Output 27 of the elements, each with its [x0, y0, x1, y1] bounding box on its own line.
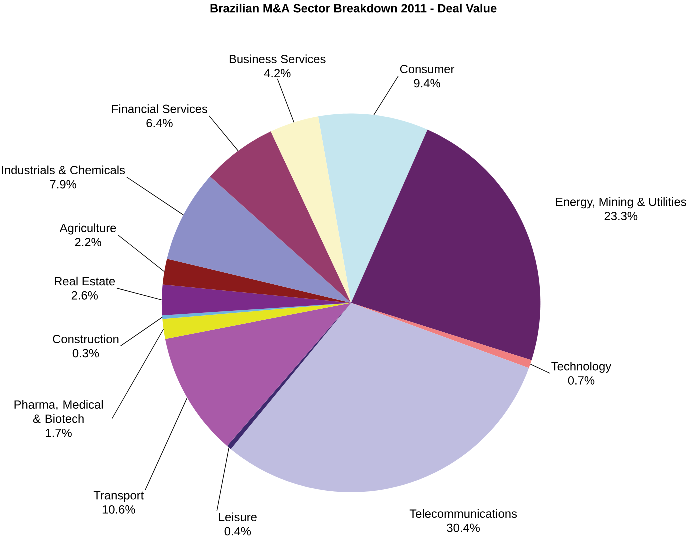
- slice-label: Pharma, Medical & Biotech: [14, 400, 103, 424]
- slice-label: Telecommunications: [410, 509, 518, 518]
- data-label: 1.7%: [46, 429, 72, 438]
- data-label: 7.9%: [50, 180, 76, 189]
- slice-label: Agriculture: [60, 224, 116, 235]
- data-label: 4.2%: [264, 69, 291, 78]
- data-label: 30.4%: [447, 524, 480, 532]
- data-label: 0.7%: [568, 376, 595, 385]
- data-label: 6.4%: [146, 119, 173, 128]
- data-label: 0.3%: [72, 349, 100, 358]
- slice-label: Transport: [94, 492, 144, 502]
- data-label: 9.4%: [414, 79, 440, 88]
- slice-label: Real Estate: [55, 277, 116, 286]
- slice-label: Consumer: [400, 65, 455, 74]
- slice-label: Leisure: [219, 512, 257, 522]
- slice-label: Business Services: [230, 54, 326, 64]
- data-label: 23.3%: [604, 212, 638, 221]
- slice-label: Construction: [53, 334, 119, 344]
- data-label: 2.6%: [72, 292, 98, 300]
- slice-label: Technology: [552, 362, 612, 374]
- data-label: 0.4%: [224, 527, 252, 536]
- data-label: 2.2%: [75, 238, 102, 247]
- chart-title: Brazilian M&A Sector Breakdown 2011 - Deal Value: [210, 4, 497, 13]
- data-label: 10.6%: [102, 506, 136, 514]
- slice-label: Energy, Mining & Utilities: [556, 198, 686, 209]
- slice-label: Financial Services: [112, 104, 208, 114]
- slice-label: Industrials & Chemicals: [2, 166, 126, 175]
